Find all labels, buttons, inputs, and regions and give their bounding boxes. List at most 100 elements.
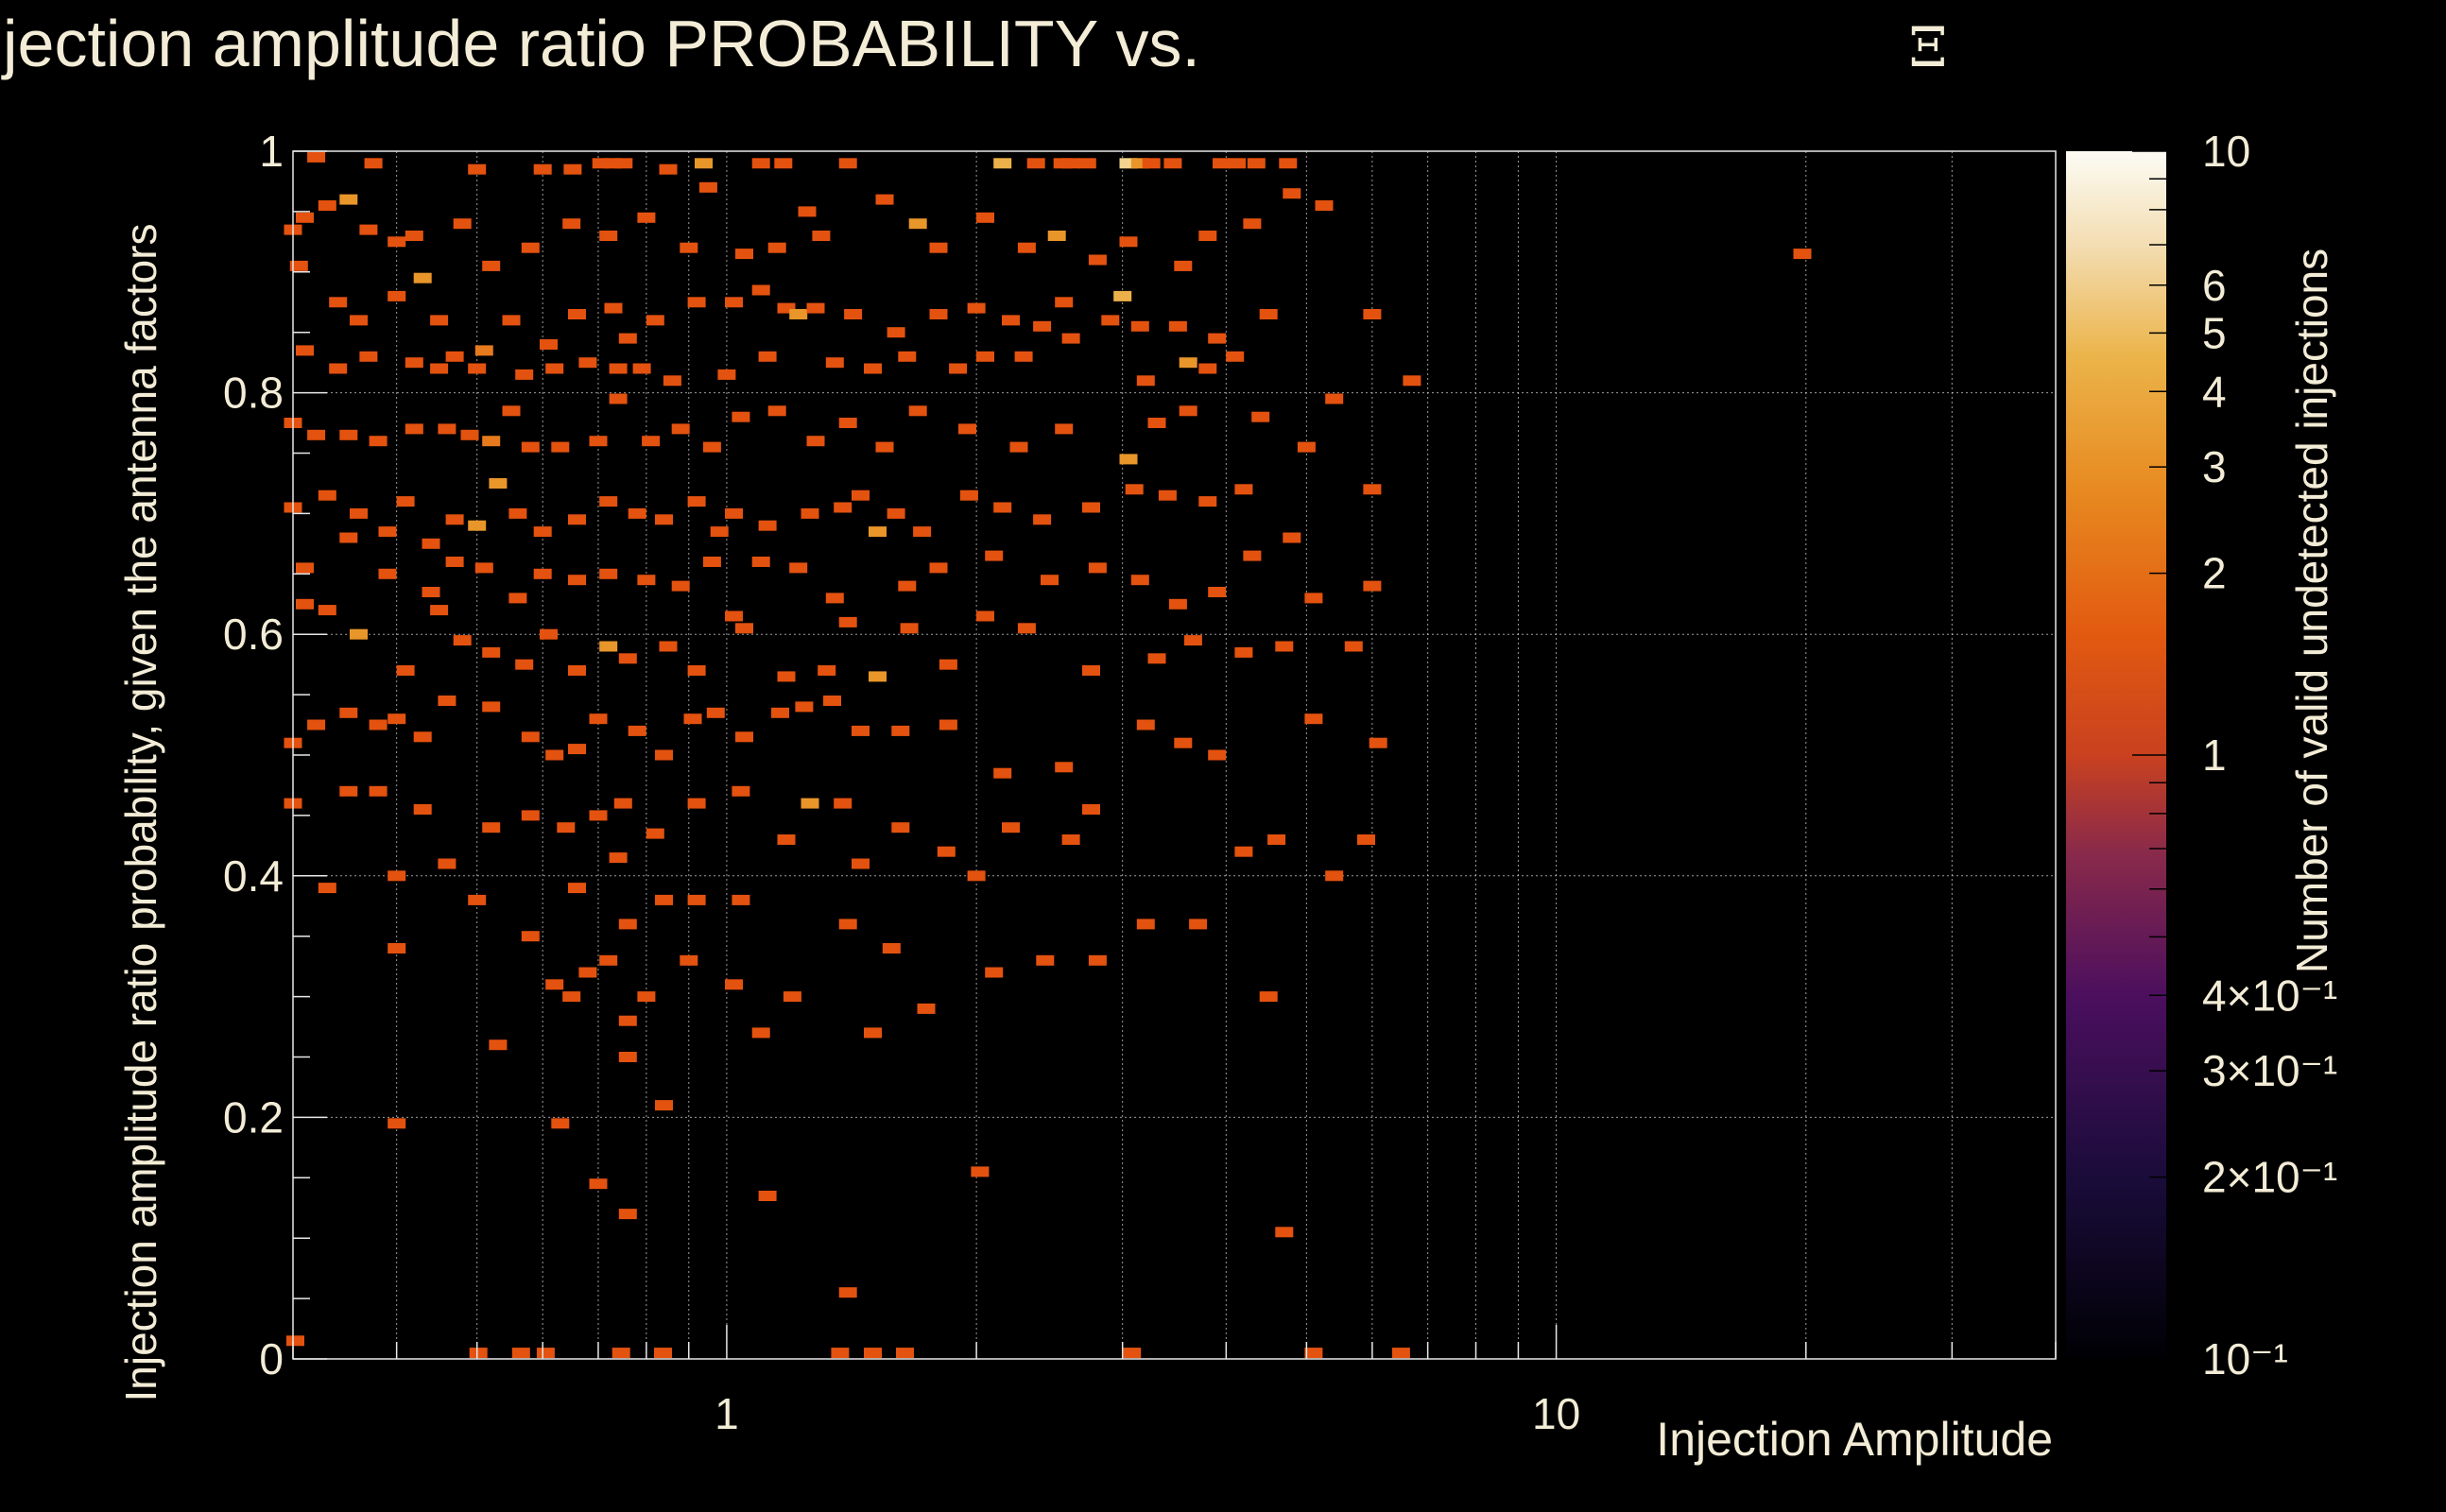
heatmap-cell xyxy=(1130,158,1149,169)
heatmap-cell xyxy=(388,713,406,725)
heatmap-cell xyxy=(521,731,540,743)
heatmap-cell xyxy=(751,557,770,567)
heatmap-cell xyxy=(680,242,698,253)
heatmap-cell xyxy=(937,846,956,857)
heatmap-cell xyxy=(710,526,729,538)
heatmap-cell xyxy=(801,507,819,519)
heatmap-cell xyxy=(976,610,994,622)
heatmap-cell xyxy=(1325,870,1344,882)
heatmap-cell xyxy=(1168,598,1187,610)
y-axis-label: Injection amplitude ratio probability, g… xyxy=(116,223,165,1401)
y-tick-label: 0.2 xyxy=(223,1092,284,1142)
heatmap-cell xyxy=(767,405,786,417)
heatmap-cell xyxy=(1251,411,1270,422)
heatmap-cell xyxy=(887,327,905,338)
heatmap-cell xyxy=(1267,834,1286,845)
heatmap-cell xyxy=(307,429,326,440)
heatmap-cell xyxy=(659,163,678,175)
heatmap-cell xyxy=(339,194,358,205)
heatmap-cell xyxy=(388,870,406,882)
heatmap-cell xyxy=(735,249,753,260)
heatmap-cell xyxy=(614,158,633,169)
heatmap-cell xyxy=(599,641,618,652)
heatmap-cell xyxy=(563,163,582,175)
heatmap-cell xyxy=(618,1015,637,1026)
heatmap-cell xyxy=(468,363,487,374)
heatmap-cell xyxy=(1259,991,1278,1003)
colorbar-tick-label: 10⁻¹ xyxy=(2202,1334,2288,1383)
heatmap-cell xyxy=(1002,315,1020,326)
heatmap-cell xyxy=(758,351,777,362)
heatmap-cell xyxy=(599,954,618,966)
heatmap-cell xyxy=(296,562,314,574)
heatmap-cell xyxy=(659,641,678,652)
heatmap-cell xyxy=(369,719,388,730)
heatmap-cell xyxy=(1304,713,1323,725)
heatmap-cell xyxy=(445,351,464,362)
heatmap-cell xyxy=(732,411,750,422)
heatmap-cell xyxy=(825,357,844,369)
heatmap-cell xyxy=(405,231,423,241)
heatmap-cell xyxy=(1088,954,1107,966)
heatmap-cell xyxy=(460,429,479,440)
heatmap-cell xyxy=(502,315,521,326)
heatmap-cell xyxy=(683,713,702,725)
colorbar-tick-label: 1 xyxy=(2202,730,2227,780)
heatmap-cell xyxy=(578,357,597,369)
heatmap-cell xyxy=(482,822,501,833)
heatmap-cell xyxy=(618,653,637,664)
heatmap-cell xyxy=(1228,158,1247,169)
heatmap-cell xyxy=(985,967,1004,978)
heatmap-cell xyxy=(687,798,706,809)
heatmap-cell xyxy=(758,520,777,531)
heatmap-cell xyxy=(732,894,750,905)
heatmap-cell xyxy=(1179,405,1197,417)
heatmap-cell xyxy=(515,369,534,380)
heatmap-cell xyxy=(474,562,493,574)
heatmap-cell xyxy=(1315,200,1334,211)
heatmap-cell xyxy=(1174,260,1193,271)
heatmap-cell xyxy=(806,436,825,447)
heatmap-cell xyxy=(698,181,717,193)
heatmap-cell xyxy=(1158,490,1177,501)
heatmap-cell xyxy=(646,315,664,326)
heatmap-cell xyxy=(536,1348,555,1359)
heatmap-cell xyxy=(568,309,586,319)
heatmap-cell xyxy=(603,158,622,169)
heatmap-cell xyxy=(637,575,656,586)
heatmap-cell xyxy=(891,822,910,833)
heatmap-cell xyxy=(1304,593,1323,604)
heatmap-cell xyxy=(438,858,456,869)
heatmap-cell xyxy=(985,550,1004,561)
heatmap-cell xyxy=(307,719,326,730)
heatmap-cell xyxy=(887,507,905,519)
heatmap-cell xyxy=(908,218,927,230)
heatmap-cell xyxy=(1208,587,1227,597)
heatmap-cell xyxy=(618,1209,637,1220)
heatmap-cell xyxy=(568,744,586,755)
heatmap-cell xyxy=(545,979,564,990)
heatmap-cell xyxy=(1243,550,1262,561)
heatmap-cell xyxy=(1047,231,1066,241)
heatmap-cell xyxy=(438,423,456,435)
colorbar-tick-label: 4×10⁻¹ xyxy=(2202,971,2337,1020)
heatmap-cell xyxy=(735,623,753,634)
heatmap-cell xyxy=(767,242,786,253)
heatmap-cell xyxy=(378,526,397,538)
heatmap-cell xyxy=(318,883,336,894)
heatmap-cell xyxy=(453,635,472,646)
heatmap-cell xyxy=(725,297,743,308)
heatmap-cell xyxy=(655,894,673,905)
colorbar-label: Number of valid undetected injections xyxy=(2287,249,2336,973)
heatmap-cell xyxy=(875,194,894,205)
heatmap-cell xyxy=(589,1178,608,1190)
y-tick-label: 0.4 xyxy=(223,851,284,901)
heatmap-cell xyxy=(1369,737,1387,748)
heatmap-cell xyxy=(413,272,432,284)
y-tick-label: 0 xyxy=(259,1334,284,1383)
heatmap-cell xyxy=(1247,158,1266,169)
heatmap-cell xyxy=(1234,646,1253,658)
heatmap-cell xyxy=(967,870,986,882)
colorbar-ticks xyxy=(2132,150,2166,1360)
heatmap-cell xyxy=(388,943,406,954)
